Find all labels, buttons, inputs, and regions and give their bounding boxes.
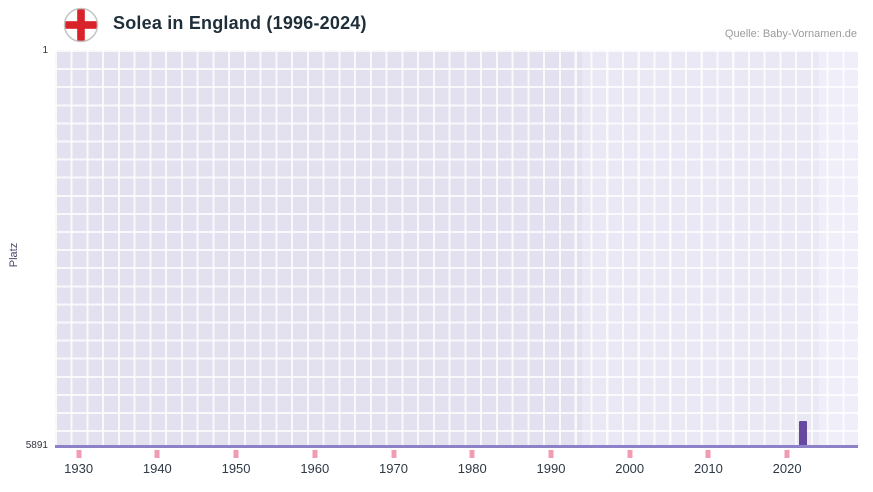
x-tick-label: 1950 [221,461,251,476]
highlight-band [582,50,819,448]
bar-2022 [798,421,807,445]
x-axis: 1930 1940 1950 1960 1970 1980 1990 2000 2010 2020 [55,448,858,490]
y-tick-label-top: 1 [42,45,48,56]
x-tick-mark [705,450,711,458]
y-tick-label-bottom: 5891 [25,440,48,451]
y-axis-label: Platz [8,242,20,268]
x-tick-label: 1990 [536,461,566,476]
x-tick-mark [784,450,790,458]
x-tick-label: 2010 [693,461,723,476]
plot-area [55,50,858,448]
x-tick-label: 1960 [300,461,330,476]
x-axis-line [55,445,858,448]
source-label: Quelle: Baby-Vornamen.de [724,28,857,40]
england-flag-icon [62,6,100,44]
x-tick-label: 2000 [615,461,645,476]
x-tick-mark [233,450,239,458]
x-tick-label: 1930 [64,461,94,476]
x-tick-label: 2020 [772,461,802,476]
x-tick-mark [154,450,160,458]
x-tick-mark [627,450,633,458]
chart-header: Solea in England (1996-2024) Quelle: Bab… [0,0,873,50]
highlight-band [818,50,858,448]
x-tick-mark [469,450,475,458]
x-tick-mark [312,450,318,458]
x-tick-label: 1980 [457,461,487,476]
x-tick-mark [548,450,554,458]
x-tick-mark [76,450,82,458]
x-tick-mark [391,450,397,458]
x-tick-label: 1940 [142,461,172,476]
chart-title: Solea in England (1996-2024) [113,13,367,33]
x-tick-label: 1970 [379,461,408,476]
